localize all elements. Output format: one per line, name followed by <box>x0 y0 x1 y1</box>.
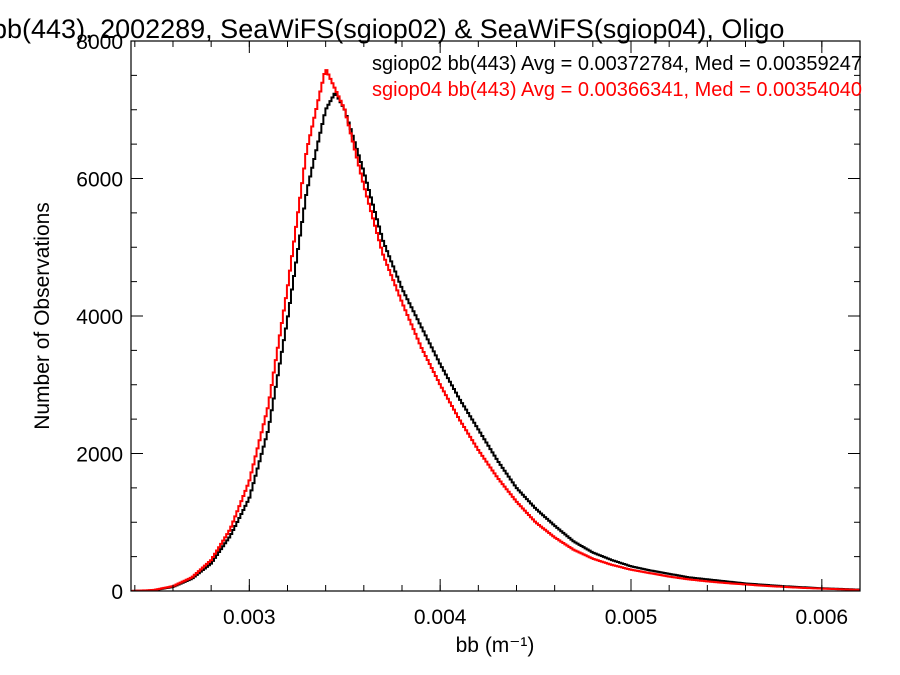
y-tick-label: 0 <box>111 581 123 604</box>
series-layer <box>131 69 860 591</box>
x-axis-label: bb (m⁻¹) <box>456 634 535 657</box>
x-axis: 0.003 0.004 0.005 0.006 <box>134 41 861 629</box>
series-line-sgiop04 <box>131 69 860 591</box>
y-tick-label: 6000 <box>76 169 123 192</box>
x-tick-label: 0.006 <box>796 606 849 629</box>
y-axis-label: Number of Observations <box>31 202 54 430</box>
legend-entry-sgiop04: sgiop04 bb(443) Avg = 0.00366341, Med = … <box>372 79 862 101</box>
x-tick-label: 0.004 <box>414 606 467 629</box>
x-tick-label: 0.003 <box>223 606 276 629</box>
y-axis: 0 2000 4000 6000 8000 <box>76 31 860 604</box>
plot-area <box>131 69 860 591</box>
series-line-sgiop02 <box>131 92 860 591</box>
y-tick-label: 4000 <box>76 306 123 329</box>
legend-entry-sgiop02: sgiop02 bb(443) Avg = 0.00372784, Med = … <box>372 53 862 75</box>
chart-title: bb(443), 2002289, SeaWiFS(sgiop02) & Sea… <box>0 14 784 44</box>
legend: sgiop02 bb(443) Avg = 0.00372784, Med = … <box>372 53 862 101</box>
y-tick-label: 2000 <box>76 444 123 467</box>
y-tick-label: 8000 <box>76 31 123 54</box>
x-tick-label: 0.005 <box>605 606 658 629</box>
